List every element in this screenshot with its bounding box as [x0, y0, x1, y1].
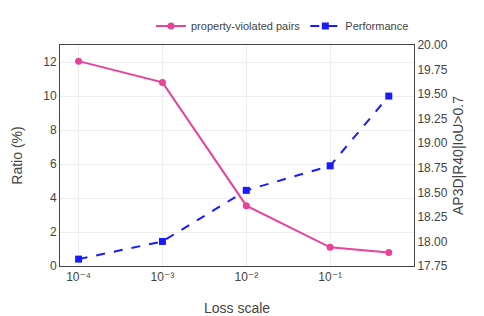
- svg-text:Ratio (%): Ratio (%): [9, 126, 25, 184]
- svg-text:0: 0: [50, 259, 57, 273]
- svg-text:Loss scale: Loss scale: [204, 300, 270, 316]
- svg-text:10⁻⁴: 10⁻⁴: [66, 270, 91, 284]
- svg-text:19.50: 19.50: [417, 87, 447, 101]
- svg-text:18.50: 18.50: [417, 186, 447, 200]
- svg-text:17.75: 17.75: [417, 259, 447, 273]
- svg-text:8: 8: [50, 123, 57, 137]
- svg-text:20.00: 20.00: [417, 38, 447, 52]
- svg-text:19.00: 19.00: [417, 136, 447, 150]
- svg-text:18.00: 18.00: [417, 235, 447, 249]
- svg-text:10⁻¹: 10⁻¹: [318, 270, 342, 284]
- svg-text:10⁻³: 10⁻³: [151, 270, 175, 284]
- svg-text:2: 2: [50, 225, 57, 239]
- svg-text:10⁻²: 10⁻²: [234, 270, 258, 284]
- svg-text:6: 6: [50, 157, 57, 171]
- svg-text:Performance: Performance: [345, 20, 408, 32]
- svg-text:4: 4: [50, 191, 57, 205]
- svg-text:AP3D|R40|IoU>0.7: AP3D|R40|IoU>0.7: [450, 96, 466, 215]
- svg-text:19.75: 19.75: [417, 63, 447, 77]
- svg-text:18.75: 18.75: [417, 161, 447, 175]
- svg-text:10: 10: [43, 89, 57, 103]
- svg-text:12: 12: [43, 55, 57, 69]
- svg-text:18.25: 18.25: [417, 210, 447, 224]
- svg-text:property-violated pairs: property-violated pairs: [191, 20, 300, 32]
- svg-text:19.25: 19.25: [417, 112, 447, 126]
